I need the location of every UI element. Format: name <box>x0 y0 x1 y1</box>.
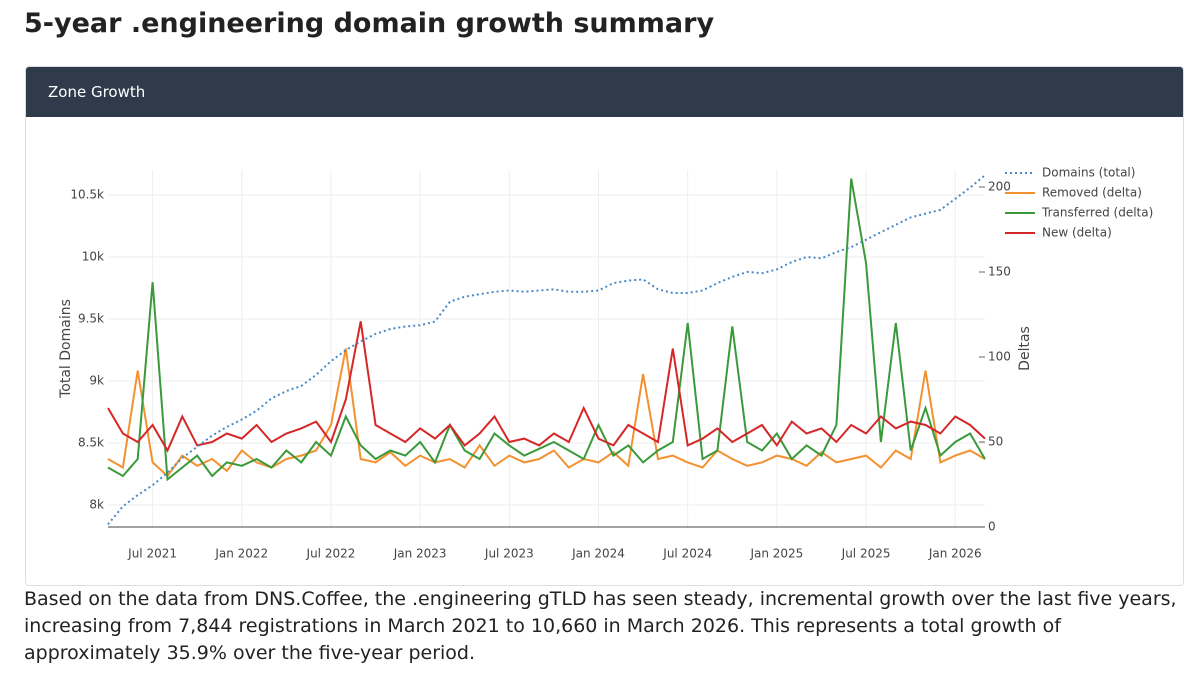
series-line <box>107 348 986 478</box>
legend-label: Transferred (delta) <box>1041 206 1153 220</box>
series-line <box>107 321 986 453</box>
y2-tick-label: 150 <box>988 265 1011 279</box>
card-title: Zone Growth <box>26 67 1183 117</box>
series-line <box>107 178 986 482</box>
series-line <box>107 174 986 526</box>
y-axis-title: Total Domains <box>58 299 74 399</box>
x-tick-label: Jan 2022 <box>214 547 268 561</box>
legend-label: Domains (total) <box>1042 166 1135 180</box>
legend-label: New (delta) <box>1042 226 1112 240</box>
chart: Jul 2021 Jan 2022 Jul 2022 Jan 2023 Jul 2023… <box>58 166 1153 561</box>
x-tick-label: Jul 2025 <box>841 547 891 561</box>
x-tick-label: Jan 2023 <box>393 547 447 561</box>
y2-tick-label: 100 <box>988 350 1011 364</box>
x-tick-label: Jul 2021 <box>127 547 177 561</box>
card: Zone Growth <box>25 66 1184 586</box>
y-tick-label: 9.5k <box>78 312 104 326</box>
y2-tick-label: 200 <box>988 180 1011 194</box>
y-tick-label: 10.5k <box>70 188 104 202</box>
y-tick-label: 8k <box>89 498 104 512</box>
y-tick-label: 10k <box>82 250 104 264</box>
y2-tick-label: 50 <box>988 435 1003 449</box>
x-tick-label: Jan 2024 <box>571 547 625 561</box>
x-tick-label: Jan 2026 <box>928 547 982 561</box>
x-tick-label: Jul 2023 <box>484 547 534 561</box>
y2-tick-label: 0 <box>988 520 996 534</box>
x-tick-label: Jul 2022 <box>306 547 356 561</box>
y-tick-label: 8.5k <box>78 436 104 450</box>
legend-label: Removed (delta) <box>1042 186 1142 200</box>
page-title: 5-year .engineering domain growth summar… <box>24 8 715 39</box>
y2-axis-title: Deltas <box>1017 326 1033 371</box>
y-tick-label: 9k <box>89 374 104 388</box>
x-tick-label: Jan 2025 <box>749 547 803 561</box>
x-tick-label: Jul 2024 <box>662 547 712 561</box>
summary: Based on the data from DNS.Coffee, the .… <box>24 588 1177 664</box>
